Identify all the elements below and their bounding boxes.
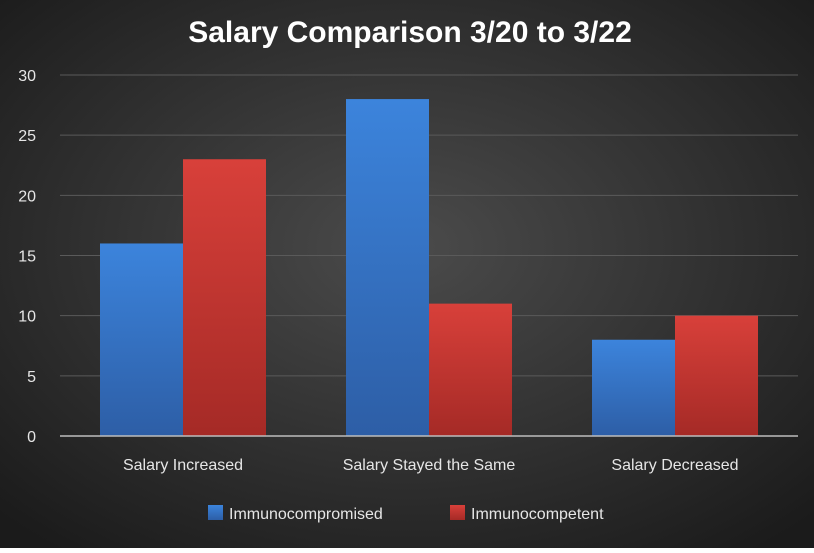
x-tick-label: Salary Decreased [611, 457, 738, 474]
y-axis-ticks: 0 5 10 15 20 25 30 [18, 68, 36, 446]
bar-immunocompetent-3 [675, 315, 758, 436]
bar-immunocompromised-1 [100, 243, 183, 436]
y-tick-label: 0 [27, 429, 36, 446]
x-tick-label: Salary Stayed the Same [343, 457, 516, 474]
y-tick-label: 20 [18, 188, 36, 205]
bar-immunocompetent-1 [183, 159, 266, 436]
y-tick-label: 25 [18, 128, 36, 145]
y-tick-label: 5 [27, 369, 36, 386]
legend-label: Immunocompromised [229, 506, 383, 523]
bars [100, 99, 758, 437]
legend-swatch-immunocompetent [450, 505, 465, 520]
x-tick-label: Salary Increased [123, 457, 243, 474]
legend-swatch-immunocompromised [208, 505, 223, 520]
bar-immunocompromised-2 [346, 99, 429, 437]
legend: Immunocompromised Immunocompetent [208, 505, 604, 523]
y-tick-label: 10 [18, 309, 36, 326]
legend-label: Immunocompetent [471, 506, 604, 523]
bar-immunocompromised-3 [592, 339, 675, 436]
chart-title: Salary Comparison 3/20 to 3/22 [188, 16, 632, 49]
bar-immunocompetent-2 [429, 303, 512, 436]
y-tick-label: 30 [18, 68, 36, 85]
y-tick-label: 15 [18, 249, 36, 266]
x-axis-ticks: Salary Increased Salary Stayed the Same Sa… [123, 457, 739, 474]
